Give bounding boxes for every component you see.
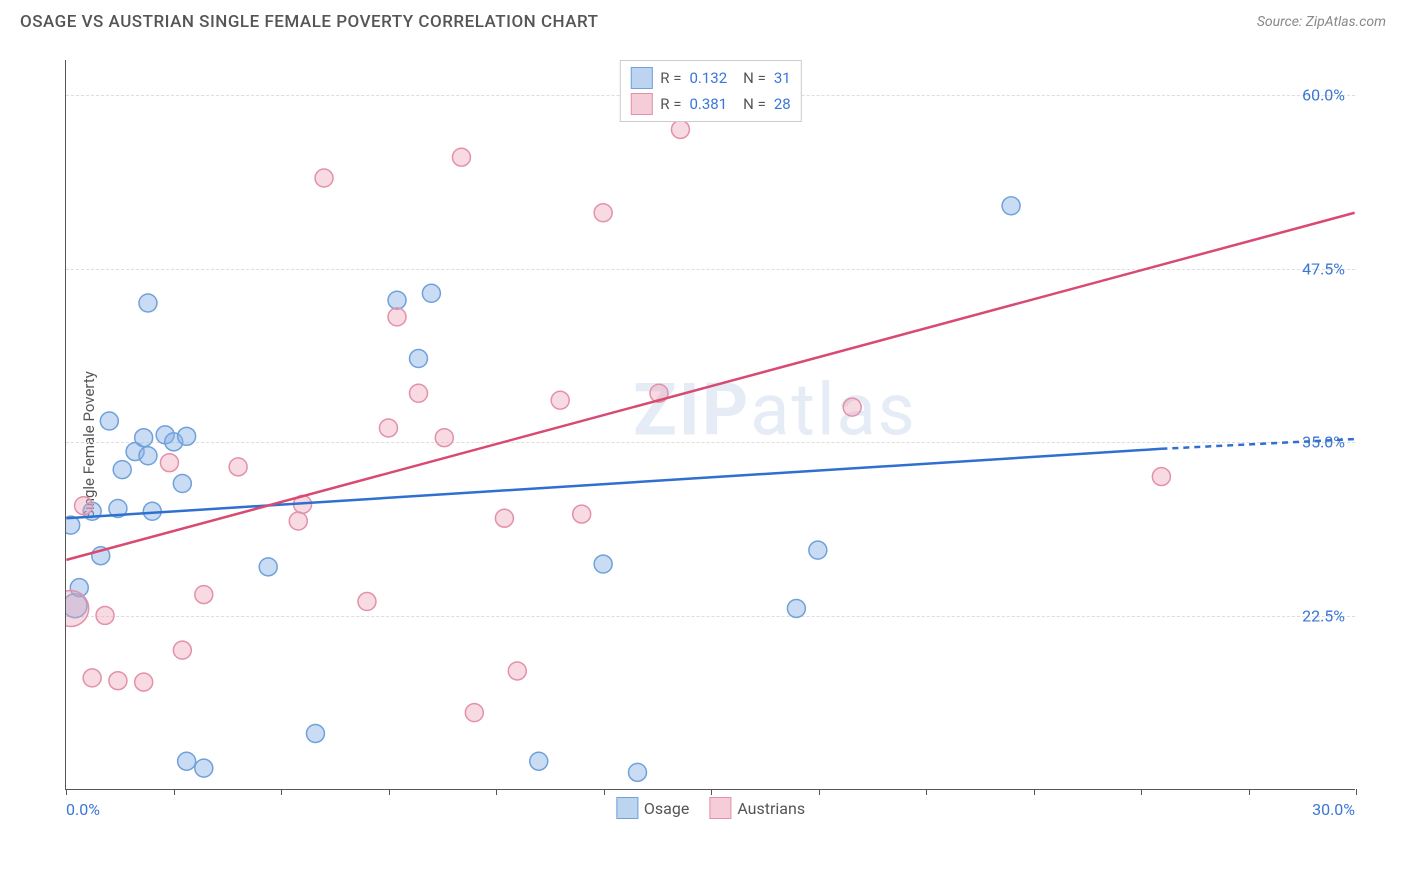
legend-label: Osage: [644, 799, 689, 818]
chart-title: OSAGE VS AUSTRIAN SINGLE FEMALE POVERTY …: [20, 12, 599, 32]
n-label: N =: [743, 69, 766, 87]
x-axis-max-label: 30.0%: [1312, 800, 1355, 819]
austrians-swatch-icon: [630, 93, 652, 115]
legend-label: Austrians: [737, 799, 805, 818]
chart-header: OSAGE VS AUSTRIAN SINGLE FEMALE POVERTY …: [0, 0, 1406, 40]
legend-row-austrians: R = 0.381 N = 28: [630, 91, 790, 117]
correlation-legend: R = 0.132 N = 31 R = 0.381 N = 28: [619, 60, 801, 122]
n-value: 28: [774, 95, 791, 113]
series-legend: Osage Austrians: [616, 797, 805, 819]
source-attribution: Source: ZipAtlas.com: [1257, 14, 1386, 30]
legend-item-osage: Osage: [616, 797, 689, 819]
r-label: R =: [660, 95, 681, 113]
n-label: N =: [743, 95, 766, 113]
chart-container: Single Female Poverty ZIPatlas R = 0.132…: [50, 50, 1386, 840]
r-value: 0.132: [689, 69, 727, 87]
scatter-plot-svg: [66, 60, 1355, 789]
n-value: 31: [774, 69, 791, 87]
austrians-swatch-icon: [709, 797, 731, 819]
plot-area: ZIPatlas R = 0.132 N = 31 R = 0.381 N = …: [65, 60, 1355, 790]
osage-swatch-icon: [616, 797, 638, 819]
r-label: R =: [660, 69, 681, 87]
r-value: 0.381: [689, 95, 727, 113]
x-axis-min-label: 0.0%: [66, 800, 100, 819]
legend-row-osage: R = 0.132 N = 31: [630, 65, 790, 91]
legend-item-austrians: Austrians: [709, 797, 805, 819]
osage-swatch-icon: [630, 67, 652, 89]
